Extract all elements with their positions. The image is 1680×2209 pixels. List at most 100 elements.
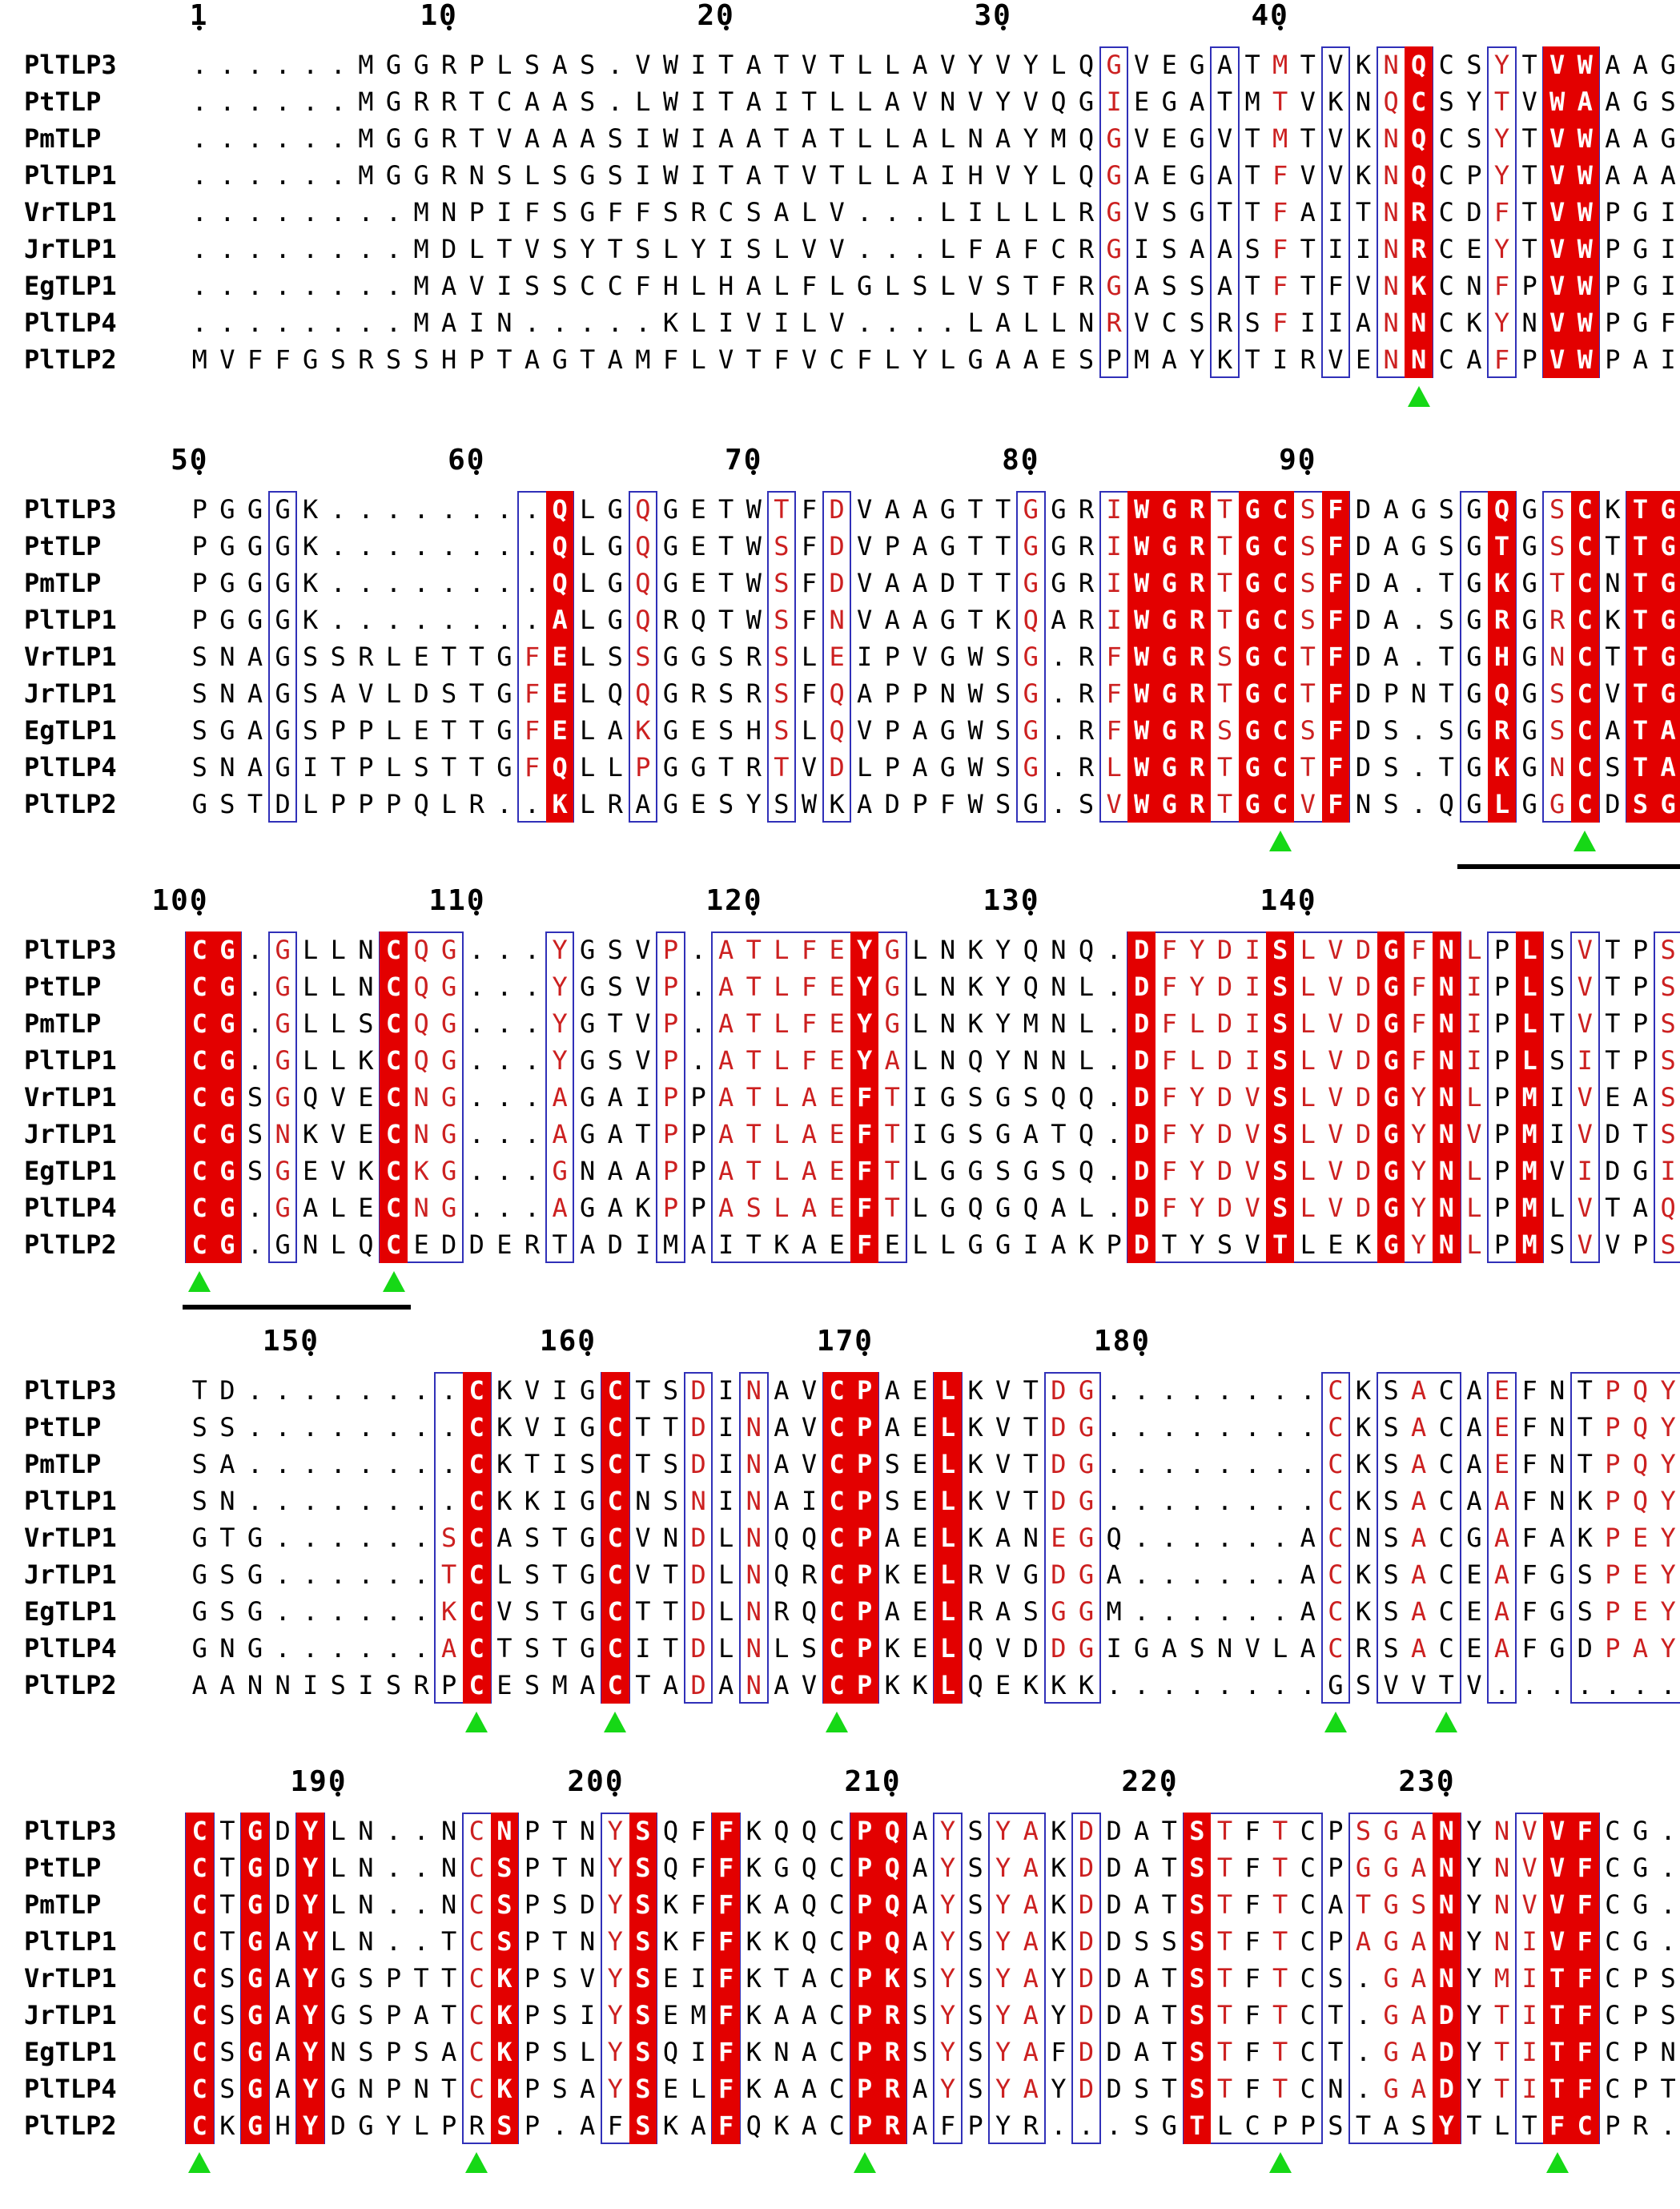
residue: . [413,1523,429,1553]
residue: A [995,123,1011,154]
residue: . [330,160,346,191]
ruler-tick-dot [1305,470,1311,475]
residue: N [1433,1886,1461,1923]
residue: W [746,531,762,561]
residue: C [1300,1853,1316,1883]
residue: Y [607,2000,623,2030]
residue: . [468,494,484,525]
residue: S [1161,1926,1177,1957]
residue: T [191,1375,207,1406]
residue: L [1515,931,1544,968]
conservation-frame [1570,1372,1680,1704]
residue: . [1161,1523,1177,1553]
residue: . [1244,1449,1260,1479]
residue: T [635,1375,651,1406]
residue: Y [939,1963,956,1994]
residue: A [1051,1193,1067,1223]
residue: A [1632,344,1649,375]
residue: T [635,1596,651,1627]
residue: C [468,1853,484,1883]
residue: E [1632,1523,1649,1553]
residue: W [1127,712,1156,749]
residue: T [552,1853,568,1883]
residue: C [468,1816,484,1846]
residue: R [774,1596,790,1627]
residue: K [884,1670,900,1700]
residue: G [1051,531,1067,561]
residue: E [690,494,706,525]
residue: . [1244,1523,1260,1553]
residue: A [247,752,263,783]
residue: I [1521,2000,1537,2030]
residue: . [524,1045,541,1076]
residue: T [1438,568,1454,598]
sequence-name: JrTLP1 [24,2000,117,2030]
residue: G [607,605,623,635]
residue: C [186,1005,214,1042]
residue: W [1127,786,1156,823]
residue: E [1466,1596,1482,1627]
residue: N [746,1633,762,1664]
residue: V [995,1412,1011,1442]
residue: F [712,1923,740,1960]
residue: E [912,1559,928,1590]
residue: . [247,1375,263,1406]
residue: . [358,1412,374,1442]
residue: T [635,1449,651,1479]
residue: A [746,87,762,117]
residue: . [496,568,512,598]
residue: A [1134,160,1150,191]
residue: L [1300,972,1316,1002]
residue: N [413,1119,429,1149]
residue: F [1161,1045,1177,1076]
residue: A [1411,2037,1427,2067]
residue: S [995,1156,1011,1186]
residue: A [275,2074,291,2104]
residue: G [1521,605,1537,635]
residue: M [662,1229,679,1260]
residue: W [967,715,983,746]
residue: . [247,1008,263,1039]
residue: V [1383,1670,1399,1700]
residue: . [607,308,623,338]
residue: E [358,1193,374,1223]
residue: S [1355,1670,1372,1700]
residue: Y [1189,344,1205,375]
residue: H [746,715,762,746]
residue: . [1106,1008,1122,1039]
residue: F [690,1926,706,1957]
residue: F [690,1816,706,1846]
residue: G [303,344,319,375]
residue: E [496,1229,512,1260]
residue: F [1521,1523,1537,1553]
residue: C [601,1630,629,1667]
residue: G [213,968,242,1005]
residue: K [1051,1926,1067,1957]
residue: N [746,1559,762,1590]
residue: V [1521,1889,1537,1920]
residue: T [1626,491,1654,528]
residue: . [191,160,207,191]
residue: F [1493,344,1510,375]
residue: A [1300,1596,1316,1627]
residue: S [607,160,623,191]
residue: G [1383,1853,1399,1883]
residue: L [1078,1193,1095,1223]
residue: S [629,1997,657,2034]
residue: T [746,1119,762,1149]
residue: S [303,678,319,709]
residue: S [967,1889,983,1920]
residue: I [635,123,651,154]
residue: N [1433,1226,1461,1263]
residue: . [1272,1670,1288,1700]
residue: . [552,308,568,338]
residue: G [1521,678,1537,709]
residue: . [385,1633,402,1664]
residue: R [801,1559,818,1590]
residue: E [829,1193,845,1223]
residue: G [191,1559,207,1590]
residue: . [1106,1119,1122,1149]
residue: G [1156,565,1184,602]
residue: A [607,715,623,746]
residue: S [1161,197,1177,227]
